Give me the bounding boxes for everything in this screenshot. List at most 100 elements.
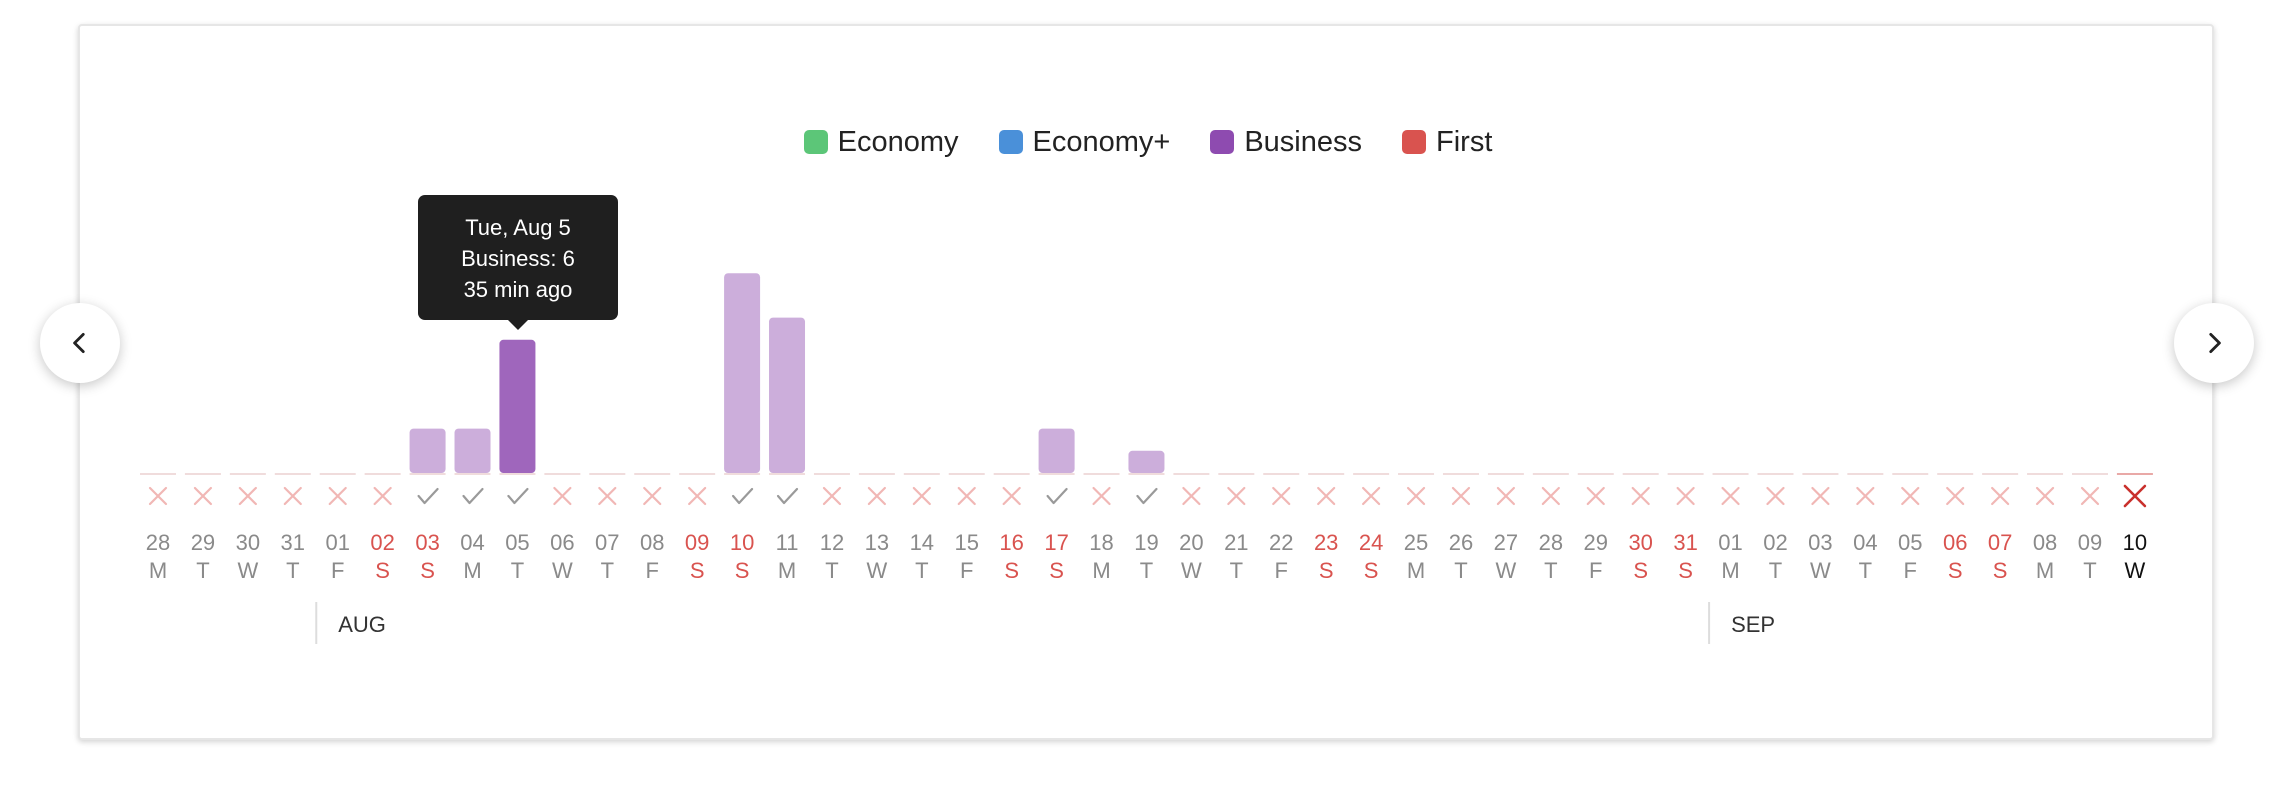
x-icon	[1901, 486, 1920, 506]
tick-label-weekday: F	[1275, 558, 1288, 583]
tick-label-day: 04	[460, 530, 484, 555]
bar[interactable]	[724, 273, 761, 473]
x-icon	[1092, 486, 1111, 506]
bar[interactable]	[409, 428, 446, 473]
tooltip-date: Tue, Aug 5	[465, 215, 571, 240]
bar[interactable]	[1128, 450, 1165, 473]
bar[interactable]	[454, 428, 491, 473]
x-icon	[1766, 486, 1785, 506]
tick-label-weekday: S	[1633, 558, 1648, 583]
check-icon	[462, 487, 484, 505]
tick-label-day: 06	[550, 530, 574, 555]
tick-label-day: 07	[1988, 530, 2012, 555]
tick-label-weekday: W	[1181, 558, 1202, 583]
tick-label-day: 05	[1898, 530, 1922, 555]
month-label: SEP	[1731, 612, 1775, 637]
x-icon	[912, 486, 931, 506]
tick-label-weekday: F	[646, 558, 659, 583]
tick-label-weekday: T	[915, 558, 928, 583]
tick-label-day: 19	[1134, 530, 1158, 555]
tick-label-weekday: T	[286, 558, 299, 583]
bar[interactable]	[1038, 428, 1075, 473]
x-icon	[1811, 486, 1830, 506]
tick-label-weekday: S	[1049, 558, 1064, 583]
legend-label-business: Business	[1244, 125, 1362, 158]
tick-label-weekday: S	[1319, 558, 1334, 583]
tick-label-weekday: S	[735, 558, 750, 583]
legend-item-economy-plus[interactable]: Economy+	[998, 126, 1170, 159]
tick-label-day: 08	[640, 530, 664, 555]
tick-label-day: 30	[236, 530, 260, 555]
tick-label-day: 23	[1314, 530, 1338, 555]
next-button[interactable]	[2174, 303, 2254, 383]
tick-label-day: 05	[505, 530, 529, 555]
legend-item-first[interactable]: First	[1402, 126, 1492, 159]
month-label: AUG	[338, 612, 386, 637]
tooltip-value: Business: 6	[461, 246, 575, 271]
x-icon	[283, 486, 302, 506]
x-icon	[598, 486, 617, 506]
x-icon	[957, 486, 976, 506]
legend-swatch-economy	[803, 130, 828, 154]
tick-label-weekday: W	[866, 558, 887, 583]
bar[interactable]	[769, 317, 806, 473]
tick-label-day: 18	[1089, 530, 1113, 555]
prev-button[interactable]	[40, 303, 120, 383]
tick-label-weekday: T	[601, 558, 614, 583]
tick-label-day: 08	[2033, 530, 2057, 555]
x-icon	[2080, 486, 2100, 506]
chart-card	[78, 24, 2214, 740]
tick-label-day: 31	[1673, 530, 1697, 555]
tick-label-day: 09	[685, 530, 709, 555]
tick-label-weekday: T	[1140, 558, 1153, 583]
check-icon	[1046, 487, 1068, 505]
tick-label-weekday: M	[1092, 558, 1110, 583]
x-icon	[1227, 486, 1246, 506]
x-icon	[373, 486, 392, 506]
tick-label-day: 28	[1539, 530, 1563, 555]
tick-label-weekday: M	[1721, 558, 1739, 583]
x-icon	[328, 486, 347, 506]
legend-swatch-economy-plus	[998, 130, 1023, 154]
tick-label-weekday: W	[237, 558, 258, 583]
tick-label-day: 03	[415, 530, 439, 555]
legend: Economy Economy+ Business First	[0, 120, 2296, 164]
tick-label-day: 14	[910, 530, 934, 555]
tick-label-weekday: T	[1230, 558, 1243, 583]
x-icon	[822, 486, 842, 506]
tooltip-time: 35 min ago	[463, 277, 573, 302]
x-icon	[1586, 486, 1605, 506]
x-icon	[867, 486, 886, 506]
tick-label-weekday: T	[825, 558, 838, 583]
check-icon	[507, 487, 529, 505]
tick-label-day: 11	[776, 530, 799, 555]
tick-label-weekday: S	[1948, 558, 1963, 583]
tick-label-day: 04	[1853, 530, 1877, 555]
tick-label-day: 20	[1179, 530, 1203, 555]
tick-label-day: 13	[865, 530, 889, 555]
tick-label-day: 25	[1404, 530, 1428, 555]
x-icon	[1541, 486, 1560, 506]
tick-label-day: 27	[1494, 530, 1518, 555]
legend-item-business[interactable]: Business	[1210, 126, 1362, 159]
x-icon	[1946, 486, 1965, 506]
tick-label-weekday: M	[463, 558, 481, 583]
check-icon	[417, 487, 439, 505]
x-icon	[1676, 486, 1695, 506]
tick-label-day: 29	[1584, 530, 1608, 555]
x-icon	[1272, 486, 1291, 506]
tick-label-weekday: M	[778, 558, 796, 583]
tick-label-day: 02	[370, 530, 394, 555]
x-icon	[1362, 486, 1381, 506]
x-icon	[1451, 486, 1471, 506]
tick-label-weekday: F	[1589, 558, 1602, 583]
tick-label-day: 26	[1449, 530, 1473, 555]
tick-label-weekday: F	[1904, 558, 1917, 583]
tick-label-day: 29	[191, 530, 215, 555]
legend-swatch-first	[1402, 130, 1426, 154]
check-icon	[1136, 487, 1158, 505]
check-icon	[731, 487, 754, 505]
bar[interactable]	[499, 339, 536, 473]
legend-item-economy[interactable]: Economy	[803, 126, 959, 159]
tick-label-day: 16	[999, 530, 1023, 555]
